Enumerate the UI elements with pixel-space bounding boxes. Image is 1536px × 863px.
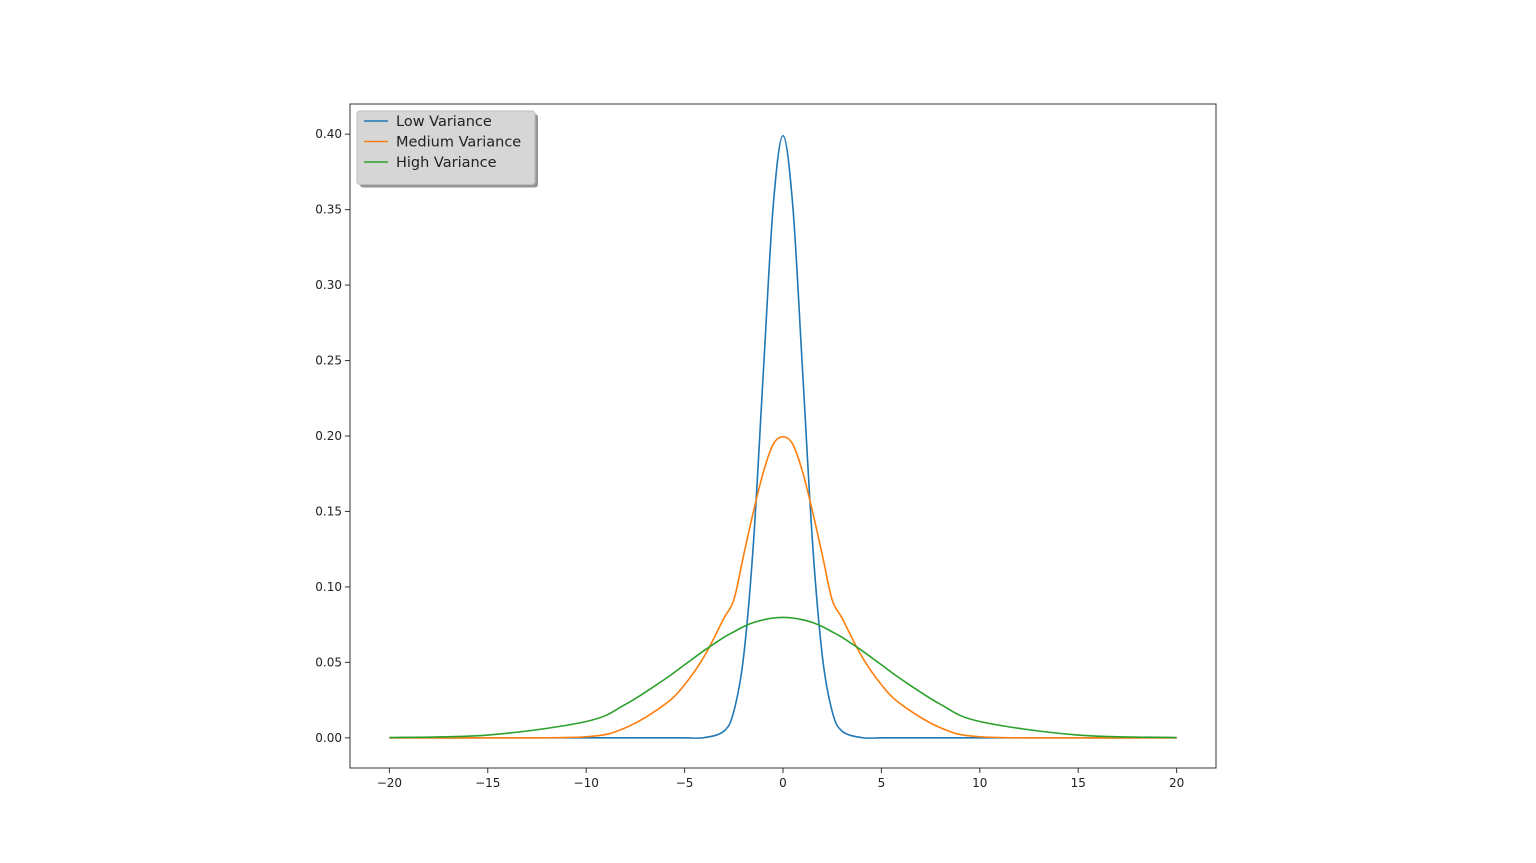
y-axis: 0.00 0.05 0.10 0.15 0.20 0.25 0.30 0.35 0.40 xyxy=(315,127,350,745)
y-tick-label: 0.40 xyxy=(315,127,342,141)
y-tick-label: 0.10 xyxy=(315,580,342,594)
x-tick-label: 5 xyxy=(878,776,886,790)
legend: Low Variance Medium Variance High Variance xyxy=(356,110,538,188)
y-tick-label: 0.35 xyxy=(315,203,342,217)
y-tick-label: 0.25 xyxy=(315,354,342,368)
x-tick-label: 0 xyxy=(779,776,787,790)
x-tick-label: −20 xyxy=(377,776,402,790)
x-tick-label: −5 xyxy=(676,776,694,790)
legend-label-3: High Variance xyxy=(396,155,497,171)
series-layer xyxy=(389,134,1177,739)
x-tick-label: −10 xyxy=(574,776,599,790)
series-line-1 xyxy=(389,134,1177,739)
y-tick-label: 0.15 xyxy=(315,504,342,518)
x-tick-label: 10 xyxy=(972,776,987,790)
legend-label-1: Low Variance xyxy=(396,114,492,130)
legend-box xyxy=(356,110,536,185)
y-tick-label: 0.00 xyxy=(315,731,342,745)
x-tick-label: −15 xyxy=(475,776,500,790)
y-tick-label: 0.20 xyxy=(315,429,342,443)
x-axis: −20 −15 −10 −5 0 5 10 15 20 xyxy=(377,768,1184,790)
y-tick-label: 0.30 xyxy=(315,278,342,292)
x-tick-label: 15 xyxy=(1071,776,1086,790)
series-line-3 xyxy=(389,616,1177,739)
y-tick-label: 0.05 xyxy=(315,655,342,669)
legend-label-2: Medium Variance xyxy=(396,135,521,151)
series-line-2 xyxy=(389,435,1177,739)
x-tick-label: 20 xyxy=(1169,776,1184,790)
